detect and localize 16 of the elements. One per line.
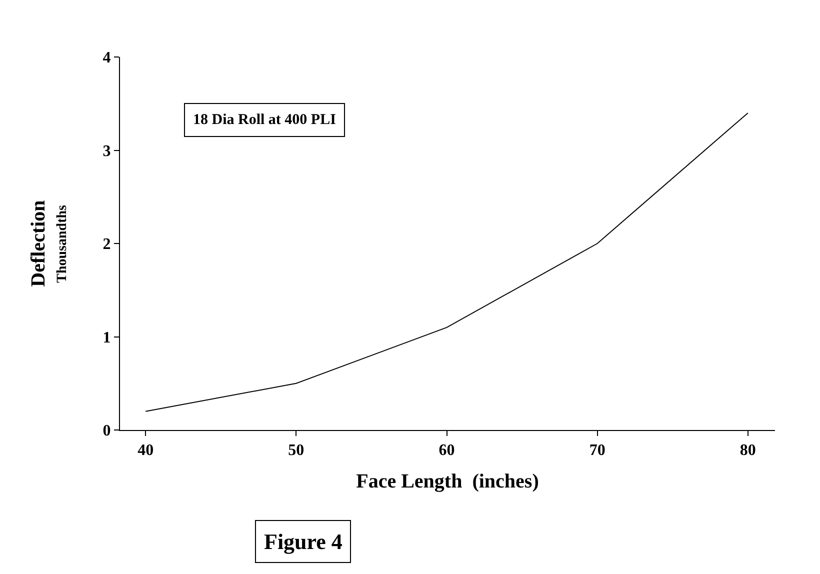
y-tick-label: 0 bbox=[102, 422, 111, 440]
y-tick-label: 4 bbox=[102, 50, 111, 67]
annotation: 18 Dia Roll at 400 PLI bbox=[193, 112, 336, 128]
x-tick-label: 80 bbox=[740, 442, 756, 460]
x-axis-title: Face Length (inches) bbox=[356, 470, 539, 493]
y-axis-title: Deflection bbox=[27, 200, 50, 287]
x-tick-label: 40 bbox=[138, 442, 154, 460]
y-tick-label: 1 bbox=[102, 329, 111, 346]
y-tick-label: 2 bbox=[102, 236, 111, 254]
x-tick-label: 60 bbox=[438, 442, 455, 460]
y-tick-label: 3 bbox=[102, 142, 111, 160]
x-tick-label: 70 bbox=[589, 442, 606, 460]
line-series bbox=[145, 112, 748, 412]
text: Thousandths bbox=[54, 204, 70, 283]
x-tick-label: 50 bbox=[288, 442, 304, 460]
caption: Figure 4 bbox=[264, 529, 342, 554]
